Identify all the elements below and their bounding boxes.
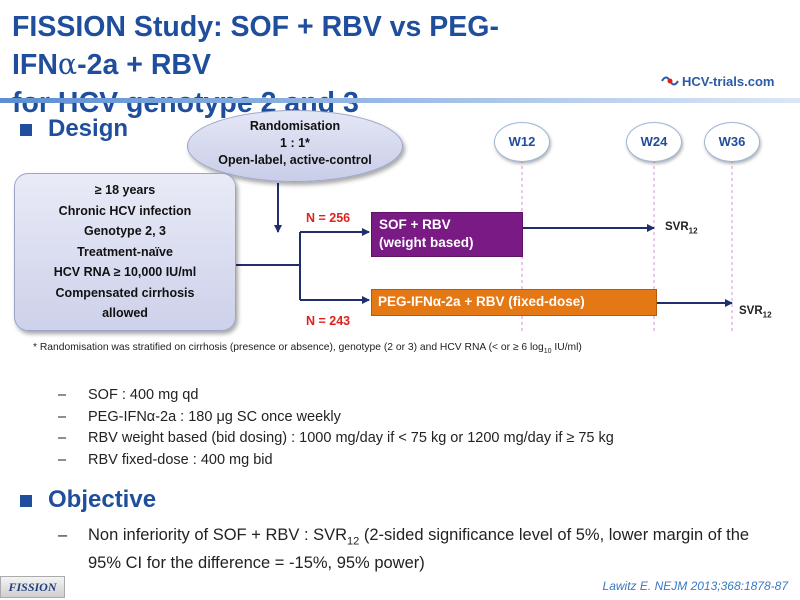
stratification-footnote: * Randomisation was stratified on cirrho… [33,342,582,356]
arm1-line2: (weight based) [379,235,474,250]
arm2-outcome: SVR12 [739,305,772,320]
objective-dash: – [58,526,68,544]
arm1-n: N = 256 [306,211,351,225]
randomisation-ellipse [187,110,403,182]
logo-icon [661,76,679,86]
week-badge-w36: W36 [704,122,760,162]
dosing-list: – SOF : 400 mg qd – PEG-IFNα-2a : 180 μg S… [58,385,614,471]
arm1-line1: SOF + RBV [379,217,451,232]
criterion-cirrhosis: Compensated cirrhosis [55,285,195,300]
title-line1-end: -2a + RBV [77,49,212,81]
design-bullet-icon [20,124,32,136]
randomisation-label: Randomisation [249,119,341,133]
title-alpha: α [57,48,78,81]
arm1-box: SOF + RBV (weight based) [371,212,523,257]
arm2-n: N = 243 [306,314,351,328]
title-underline [0,98,800,103]
week-badge-w24: W24 [626,122,682,162]
title-line1: FISSION Study: SOF + RBV vs PEG-IFN [12,11,499,81]
randomisation-ratio: 1 : 1* [280,136,310,150]
randomisation-text: Randomisation 1 : 1* Open-label, active-… [187,118,403,169]
criterion-rna: HCV RNA ≥ 10,000 IU/ml [53,265,197,279]
criterion-naive: Treatment-naïve [77,244,173,259]
hcv-trials-logo: HCV-trials.com [660,72,800,92]
design-heading: Design [48,115,129,142]
objective-bullet-icon [20,495,32,507]
list-item: – PEG-IFNα-2a : 180 μg SC once weekly [58,408,341,425]
logo-text: HCV-trials.com [682,74,775,89]
list-item: – RBV weight based (bid dosing) : 1000 mg… [58,430,614,446]
week-badge-w12: W12 [494,122,550,162]
objective-heading: Objective [48,486,157,513]
fission-badge: FISSION [0,576,65,598]
list-item: – RBV fixed-dose : 400 mg bid [58,451,273,468]
arm1-outcome: SVR12 [665,221,698,236]
criterion-genotype: Genotype 2, 3 [84,224,166,238]
objective-text: – Non inferiority of SOF + RBV : SVR12 (… [58,526,750,573]
inclusion-criteria-text: ≥ 18 years Chronic HCV infection Genotyp… [14,180,236,324]
arm2-box: PEG-IFNα-2a + RBV (fixed-dose) [371,289,657,316]
reference-citation: Lawitz E. NEJM 2013;368:1878-87 [602,579,788,593]
slide-title: FISSION Study: SOF + RBV vs PEG-IFNα-2a … [12,8,572,122]
criterion-infection: Chronic HCV infection [58,203,192,218]
list-item: – SOF : 400 mg qd [58,387,199,403]
criterion-age: ≥ 18 years [94,183,156,197]
randomisation-design: Open-label, active-control [218,153,372,167]
criterion-allowed: allowed [102,306,148,320]
inclusion-criteria-box [14,173,236,331]
